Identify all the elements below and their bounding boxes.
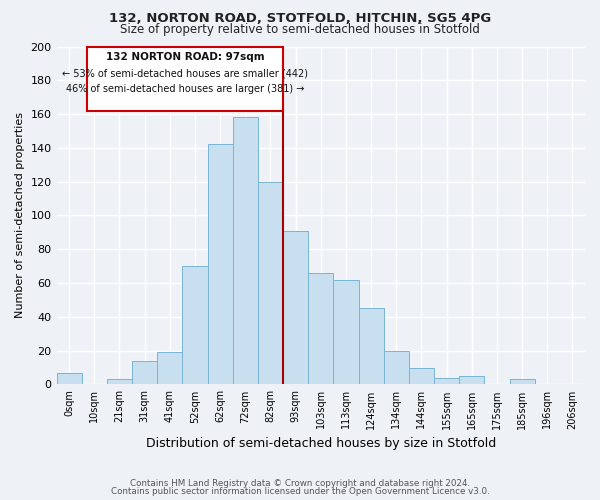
Bar: [157, 352, 182, 384]
Bar: [208, 144, 233, 384]
FancyBboxPatch shape: [87, 46, 283, 110]
Bar: [509, 380, 535, 384]
Bar: [359, 308, 383, 384]
Y-axis label: Number of semi-detached properties: Number of semi-detached properties: [15, 112, 25, 318]
Text: Size of property relative to semi-detached houses in Stotfold: Size of property relative to semi-detach…: [120, 22, 480, 36]
Bar: [308, 273, 334, 384]
Bar: [56, 372, 82, 384]
Bar: [182, 266, 208, 384]
Bar: [459, 376, 484, 384]
Text: Contains public sector information licensed under the Open Government Licence v3: Contains public sector information licen…: [110, 487, 490, 496]
Bar: [258, 182, 283, 384]
Bar: [233, 118, 258, 384]
Bar: [107, 380, 132, 384]
Bar: [334, 280, 359, 384]
Bar: [383, 350, 409, 384]
Text: 132 NORTON ROAD: 97sqm: 132 NORTON ROAD: 97sqm: [106, 52, 264, 62]
Bar: [283, 230, 308, 384]
Text: 46% of semi-detached houses are larger (381) →: 46% of semi-detached houses are larger (…: [65, 84, 304, 94]
Text: 132, NORTON ROAD, STOTFOLD, HITCHIN, SG5 4PG: 132, NORTON ROAD, STOTFOLD, HITCHIN, SG5…: [109, 12, 491, 26]
X-axis label: Distribution of semi-detached houses by size in Stotfold: Distribution of semi-detached houses by …: [146, 437, 496, 450]
Bar: [132, 361, 157, 384]
Text: Contains HM Land Registry data © Crown copyright and database right 2024.: Contains HM Land Registry data © Crown c…: [130, 478, 470, 488]
Bar: [409, 368, 434, 384]
Text: ← 53% of semi-detached houses are smaller (442): ← 53% of semi-detached houses are smalle…: [62, 68, 308, 78]
Bar: [434, 378, 459, 384]
